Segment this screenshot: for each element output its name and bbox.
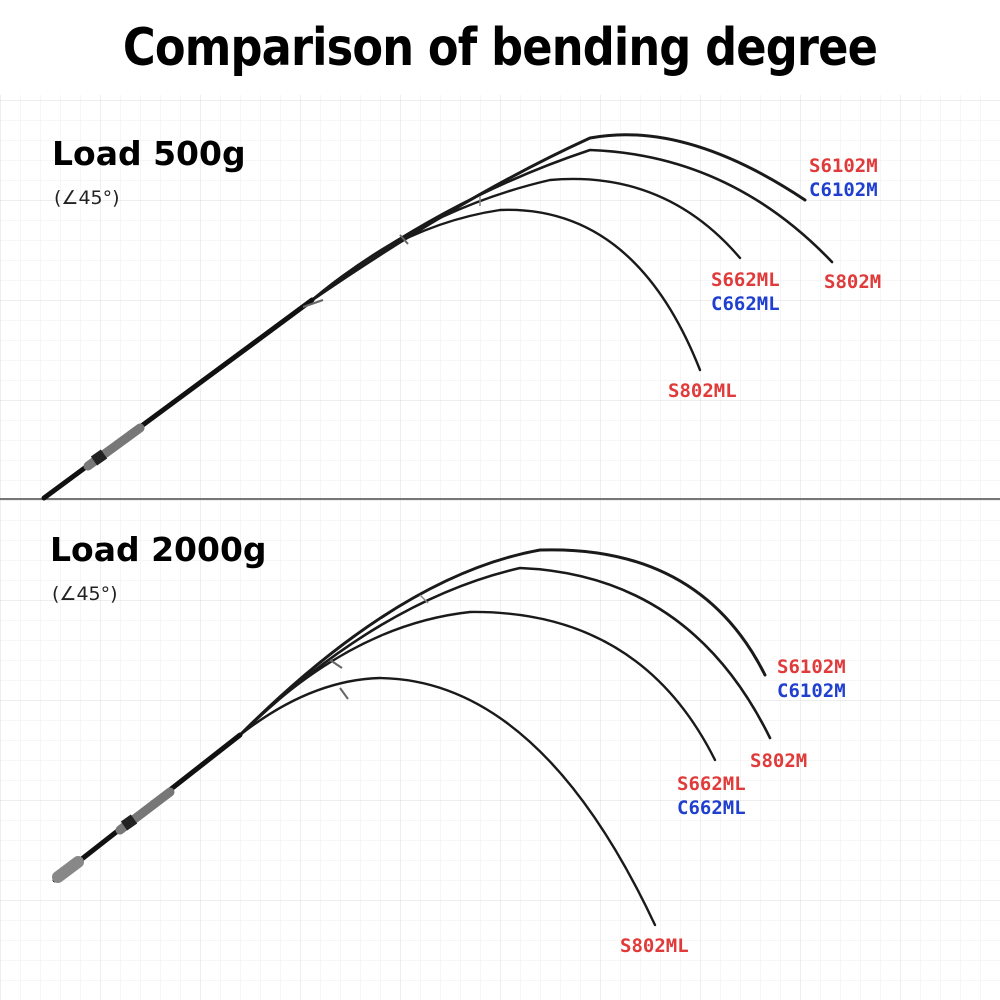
rod-guide [399,234,409,245]
rod-curve [53,566,772,882]
rod-2000g-s802m [53,566,772,882]
rod-curve [53,610,717,882]
rod-curve [53,676,657,927]
rod-label-c6102m: C6102M [809,179,878,201]
rod-curve [42,208,702,500]
rod-curve [42,133,807,500]
rod-500g-s6102m [42,133,807,500]
rod-500g-handle [41,196,481,501]
panel-500g-rods [41,133,834,501]
rod-label-s662ml: S662ML [711,269,780,291]
load-500g-angle: (∠45°) [54,187,120,209]
rod-2000g-s662ml [53,610,717,882]
panel-2000g-rods [52,548,772,927]
rod-label-s6102m: S6102M [809,155,878,177]
rod-label-s6102m: S6102M [777,656,846,678]
label-2000g-s6102m-group: S6102M C6102M [777,655,846,703]
rod-2000g-s802ml [53,676,657,927]
rod-label-s662ml: S662ML [677,773,746,795]
load-500g-title: Load 500g [52,134,246,173]
page-title: Comparison of bending degree [122,18,878,78]
rod-2000g-s6102m [53,548,767,882]
rod-label-c662ml: C662ML [711,293,780,315]
rod-butt-grip [52,856,84,883]
rod-500g-s802ml [42,208,702,500]
rod-label-c662ml: C662ML [677,797,746,819]
rod-guide [329,659,343,669]
reel-seat [120,814,138,831]
load-2000g-title: Load 2000g [50,530,267,569]
rod-2000g-handle [52,594,429,883]
rod-guide [302,299,324,308]
grid-background [0,80,1000,1000]
label-500g-s662ml-group: S662ML C662ML [711,268,780,316]
rod-guide [419,594,429,604]
label-2000g-s662ml-group: S662ML C662ML [677,772,746,820]
rod-curve [53,548,767,882]
label-500g-s6102m-group: S6102M C6102M [809,154,878,202]
rod-label-s802m: S802M [824,271,882,293]
rod-label-s802ml: S802ML [668,380,737,402]
rod-label-c6102m: C6102M [777,680,846,702]
rod-guide [339,687,349,700]
rod-label-s802m: S802M [750,750,808,772]
title-band [0,0,1000,95]
rod-label-s802ml: S802ML [620,935,689,957]
reel-seat [90,449,108,466]
load-2000g-angle: (∠45°) [52,583,118,605]
